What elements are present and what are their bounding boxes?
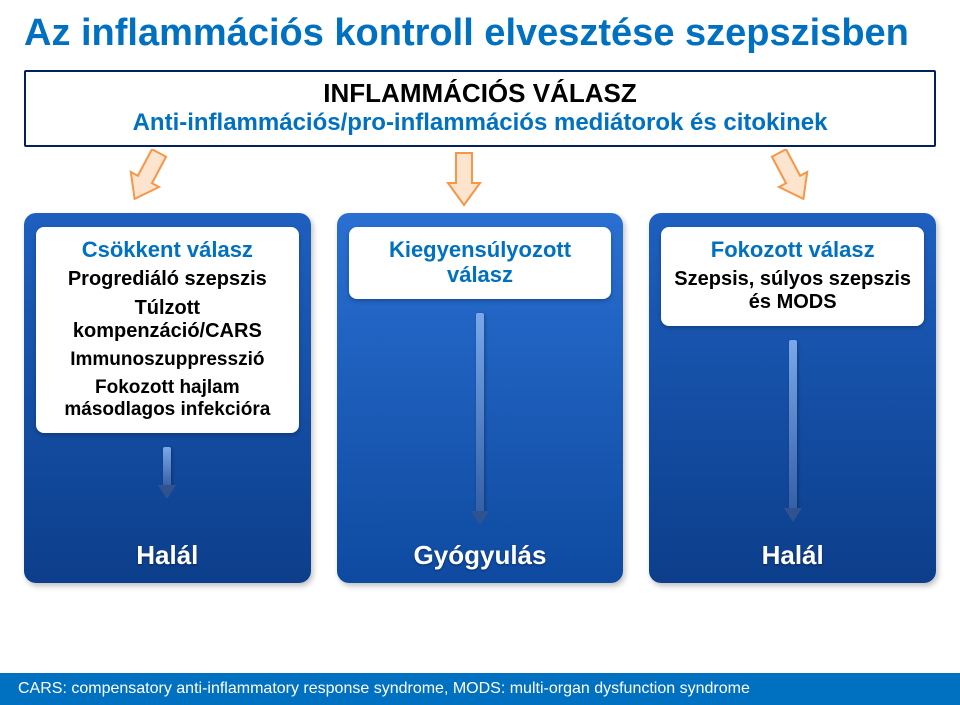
col-center: Kiegyensúlyozott válasz Gyógyulás: [337, 213, 624, 583]
col-left-head: Csökkent válasz: [44, 237, 291, 262]
col-left-sub1: Progrediáló szepszis: [44, 268, 291, 291]
col-right-head: Fokozott válasz: [669, 237, 916, 262]
col-center-foot: Gyógyulás: [337, 540, 624, 571]
col-right-foot: Halál: [649, 540, 936, 571]
inflammatory-response-box: INFLAMMÁCIÓS VÁLASZ Anti-inflammációs/pr…: [24, 70, 936, 147]
col-left-sub2: Túlzott kompenzáció/CARS: [44, 297, 291, 343]
col-center-card: Kiegyensúlyozott válasz: [349, 227, 612, 300]
col-right-sub1: Szepsis, súlyos szepszis és MODS: [669, 268, 916, 314]
columns: Csökkent válasz Progrediáló szepszis Túl…: [24, 213, 936, 583]
col-left-foot: Halál: [24, 540, 311, 571]
footnote: CARS: compensatory anti-inflammatory res…: [0, 673, 960, 705]
col-left-sub3: Immunoszuppresszió: [44, 349, 291, 371]
col-left-arrowhead: [158, 485, 176, 499]
col-left-arrowbar: [163, 447, 171, 487]
col-center-arrowhead: [471, 511, 489, 525]
col-right-card: Fokozott válasz Szepsis, súlyos szepszis…: [661, 227, 924, 326]
slide: Az inflammációs kontroll elvesztése szep…: [0, 0, 960, 705]
col-right-arrowhead: [784, 508, 802, 522]
topband-line1: INFLAMMÁCIÓS VÁLASZ: [36, 78, 924, 109]
col-left-sub4: Fokozott hajlam másodlagos infekcióra: [44, 377, 291, 421]
col-center-head: Kiegyensúlyozott válasz: [357, 237, 604, 288]
slide-title: Az inflammációs kontroll elvesztése szep…: [0, 0, 960, 64]
col-left-card: Csökkent válasz Progrediáló szepszis Túl…: [36, 227, 299, 433]
col-center-arrowbar: [476, 313, 484, 513]
branch-arrows: [24, 149, 936, 213]
arrows-row: [24, 153, 936, 213]
col-right: Fokozott válasz Szepsis, súlyos szepszis…: [649, 213, 936, 583]
topband-line2: Anti-inflammációs/pro-inflammációs mediá…: [36, 109, 924, 137]
col-right-arrowbar: [789, 340, 797, 510]
col-left: Csökkent válasz Progrediáló szepszis Túl…: [24, 213, 311, 583]
